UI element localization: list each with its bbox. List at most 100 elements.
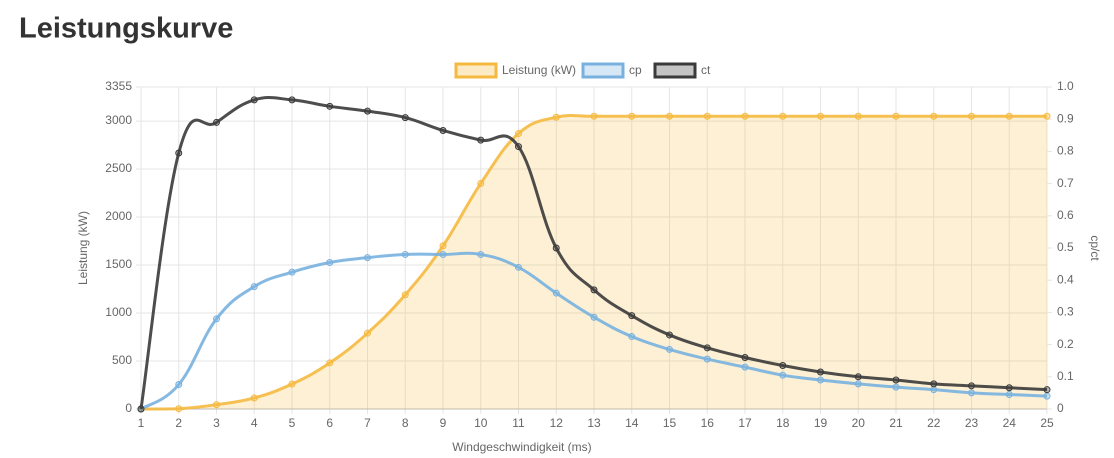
point bbox=[515, 263, 522, 271]
point bbox=[741, 363, 749, 371]
line bbox=[139, 96, 1048, 410]
x-tick-label: 10 bbox=[474, 416, 488, 430]
point bbox=[892, 383, 900, 391]
x-axis-label: Windgeschwindigkeit (ms) bbox=[452, 440, 591, 454]
point bbox=[703, 112, 711, 120]
y-tick-label: 1500 bbox=[105, 257, 132, 271]
point bbox=[1005, 112, 1013, 120]
point bbox=[439, 250, 447, 258]
x-tick-label: 18 bbox=[776, 416, 790, 430]
x-tick-label: 8 bbox=[402, 416, 409, 430]
legend-label[interactable]: Leistung (kW) bbox=[502, 63, 576, 77]
point bbox=[590, 286, 598, 294]
point bbox=[137, 405, 145, 413]
x-tick-label: 6 bbox=[326, 416, 333, 430]
y2-tick-label: 0.4 bbox=[1057, 272, 1074, 286]
point bbox=[666, 331, 673, 339]
y2-tick-label: 0.5 bbox=[1057, 240, 1074, 254]
point bbox=[477, 179, 485, 187]
point bbox=[892, 376, 900, 384]
legend-swatch[interactable] bbox=[454, 62, 498, 79]
y2-tick-label: 0.8 bbox=[1057, 144, 1074, 158]
y2-tick-label: 0 bbox=[1057, 401, 1064, 415]
page-title: Leistungskurve bbox=[19, 13, 233, 45]
point bbox=[779, 112, 787, 120]
point bbox=[854, 373, 862, 381]
point bbox=[326, 359, 334, 367]
x-tick-label: 25 bbox=[1040, 416, 1054, 430]
line bbox=[140, 113, 1047, 411]
point bbox=[552, 113, 560, 121]
x-tick-label: 14 bbox=[625, 416, 639, 430]
point bbox=[364, 107, 371, 115]
point bbox=[968, 382, 975, 390]
point bbox=[666, 112, 673, 120]
point bbox=[1043, 386, 1051, 394]
point bbox=[1005, 391, 1013, 399]
point bbox=[854, 380, 862, 388]
legend-label[interactable]: ct bbox=[701, 63, 711, 77]
point bbox=[552, 289, 560, 297]
point bbox=[968, 389, 975, 397]
point bbox=[930, 112, 938, 120]
point bbox=[288, 268, 296, 276]
x-tick-label: 19 bbox=[814, 416, 828, 430]
x-tick-label: 16 bbox=[701, 416, 715, 430]
point bbox=[288, 380, 296, 388]
y-tick-label: 2500 bbox=[105, 161, 132, 175]
point bbox=[250, 394, 258, 402]
x-tick-label: 3 bbox=[213, 416, 220, 430]
x-tick-label: 12 bbox=[550, 416, 564, 430]
x-tick-label: 15 bbox=[663, 416, 677, 430]
line bbox=[140, 251, 1048, 411]
y-tick-label: 2000 bbox=[105, 209, 132, 223]
x-tick-label: 20 bbox=[852, 416, 866, 430]
point bbox=[892, 112, 900, 120]
point bbox=[364, 329, 371, 337]
point bbox=[401, 250, 409, 258]
point bbox=[1043, 392, 1051, 400]
x-tick-label: 17 bbox=[738, 416, 752, 430]
y-tick-label: 0 bbox=[125, 401, 132, 415]
point bbox=[250, 283, 258, 291]
point bbox=[250, 96, 258, 104]
point bbox=[817, 376, 824, 384]
point bbox=[628, 312, 636, 320]
point bbox=[477, 250, 485, 258]
point bbox=[364, 254, 371, 262]
point bbox=[515, 130, 522, 138]
point bbox=[817, 112, 824, 120]
x-tick-label: 7 bbox=[364, 416, 371, 430]
x-tick-label: 5 bbox=[289, 416, 296, 430]
point bbox=[439, 126, 447, 134]
y-tick-label: 1000 bbox=[105, 305, 132, 319]
point bbox=[213, 315, 220, 323]
point bbox=[1043, 112, 1051, 120]
x-tick-label: 11 bbox=[512, 416, 525, 430]
y2-tick-label: 0.3 bbox=[1057, 305, 1074, 319]
point bbox=[741, 353, 749, 361]
y-tick-label: 3355 bbox=[105, 79, 132, 93]
x-tick-label: 9 bbox=[440, 416, 447, 430]
y2-tick-label: 0.7 bbox=[1057, 176, 1074, 190]
point bbox=[590, 313, 598, 321]
y2-tick-label: 1.0 bbox=[1057, 79, 1074, 93]
point bbox=[439, 242, 447, 250]
point bbox=[628, 333, 636, 341]
point bbox=[666, 345, 673, 353]
point bbox=[854, 112, 862, 120]
point bbox=[817, 368, 824, 376]
y2-tick-label: 0.9 bbox=[1057, 111, 1074, 125]
legend-swatch[interactable] bbox=[653, 62, 697, 79]
legend-swatch[interactable] bbox=[581, 62, 625, 79]
point bbox=[552, 244, 560, 252]
point bbox=[930, 380, 938, 388]
x-tick-label: 22 bbox=[927, 416, 941, 430]
legend-label[interactable]: cp bbox=[629, 63, 642, 77]
point bbox=[288, 96, 296, 104]
point bbox=[175, 405, 183, 413]
x-tick-label: 23 bbox=[965, 416, 979, 430]
point bbox=[175, 149, 183, 157]
x-tick-label: 13 bbox=[587, 416, 601, 430]
